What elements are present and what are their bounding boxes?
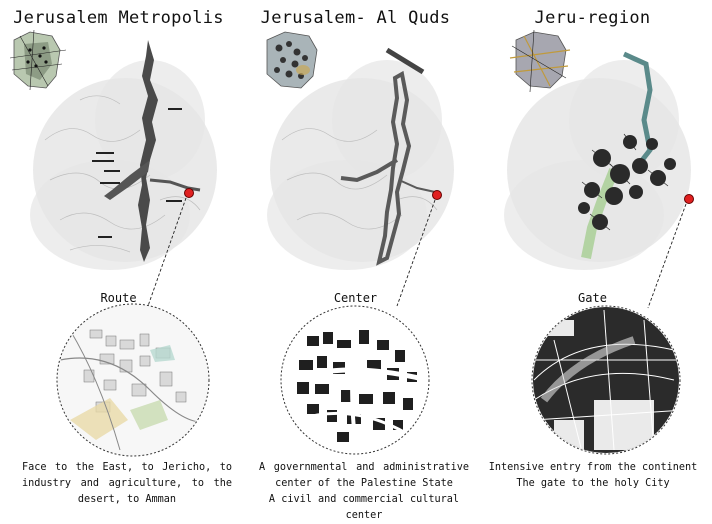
zoom-label: Center [333, 291, 378, 305]
caption-line: Intensive entry from the continent [488, 462, 698, 473]
panel-title: Jeru-region [534, 8, 651, 28]
jeru-region-map [504, 29, 694, 455]
caption-line: center of the Palestine State [275, 478, 453, 489]
zoom-circle-icon [56, 303, 210, 457]
caption-line: Face to the East, to Jericho, to [22, 462, 232, 473]
map-thumbnail-icon [9, 29, 67, 91]
zoom-circle-icon [531, 305, 681, 455]
green-corridor [581, 168, 619, 259]
caption-line: A governmental and administrative [259, 462, 469, 473]
urban-corridor [138, 40, 158, 262]
panel-title: Jerusalem Metropolis [13, 8, 224, 28]
zoom-label: Route [100, 291, 137, 305]
caption-line: A civil and commercial cultural center [268, 494, 460, 521]
al-quds-map [266, 31, 454, 455]
terrain-shade [267, 60, 454, 270]
panel-caption: A governmental and administrative center… [259, 460, 469, 524]
panel-al-quds: Jerusalem- Al Quds [237, 0, 474, 521]
location-marker-icon [684, 194, 694, 204]
panel-title: Jerusalem- Al Quds [260, 8, 451, 28]
panel-metropolis: Jerusalem Metropolis [0, 0, 237, 510]
map-thumbnail-icon [509, 29, 571, 93]
location-marker-icon [184, 188, 194, 198]
location-marker-icon [432, 190, 442, 200]
panel-caption: Intensive entry from the continent The g… [488, 460, 698, 492]
urban-corridor [376, 70, 412, 266]
cluster-spikes [581, 133, 669, 231]
caption-line: industry and agriculture, to the [22, 478, 232, 489]
map-annotations [92, 108, 182, 238]
map-thumbnail-icon [266, 31, 318, 89]
zoom-circle-icon [280, 305, 430, 455]
metropolis-map [9, 29, 217, 457]
caption-line: The gate to the holy City [516, 478, 670, 489]
caption-line: desert, to Amman [77, 494, 177, 505]
urban-edge [385, 47, 425, 75]
panel-caption: Face to the East, to Jericho, to industr… [22, 460, 232, 508]
zoom-label: Gate [578, 291, 607, 305]
panel-jeru-region: Jeru-region [474, 0, 711, 510]
urban-corridor [622, 51, 653, 170]
terrain-shade [30, 60, 217, 270]
